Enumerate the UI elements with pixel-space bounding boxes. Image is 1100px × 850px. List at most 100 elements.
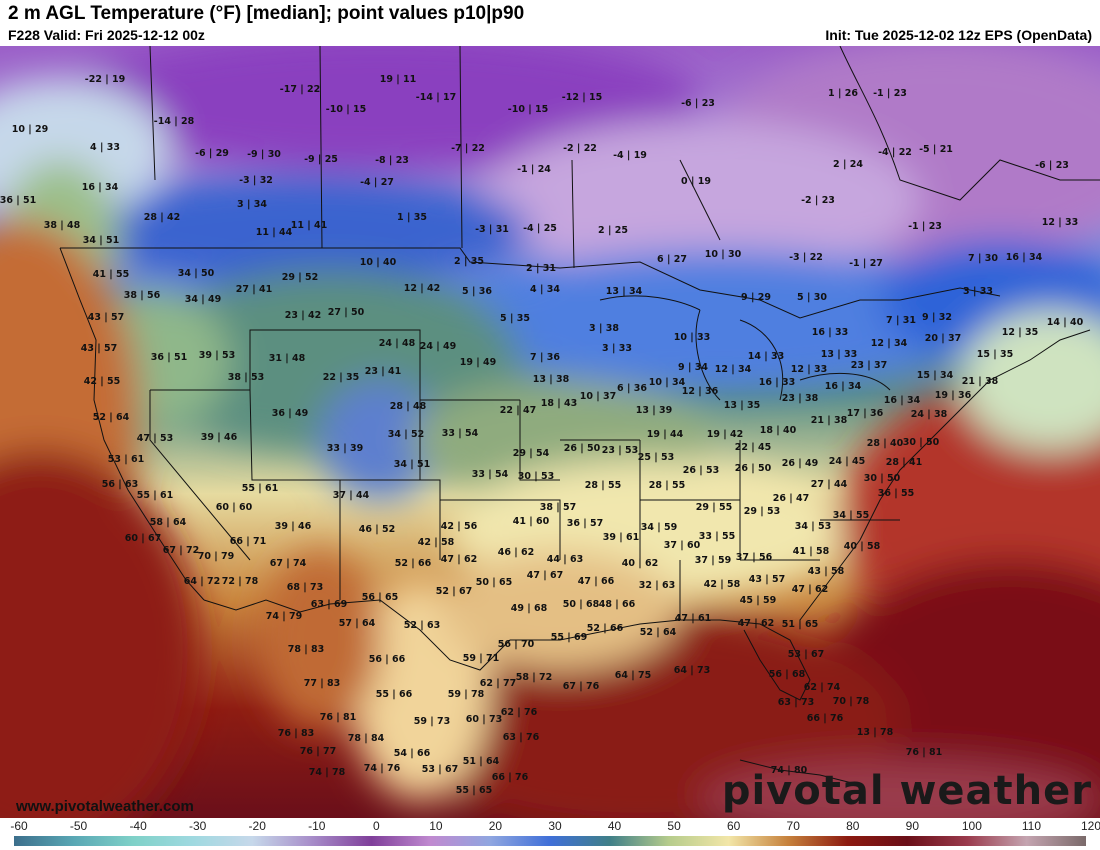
point-value: -3 | 32 [239,175,273,186]
point-value: 62 | 76 [501,707,538,718]
point-value: 34 | 53 [795,521,832,532]
point-value: 18 | 43 [541,398,578,409]
point-value: 3 | 34 [237,199,267,210]
point-value: 56 | 68 [769,669,806,680]
point-value: 23 | 38 [782,393,819,404]
point-value: 57 | 64 [339,618,376,629]
point-value: 39 | 53 [199,350,236,361]
point-value: 20 | 37 [925,333,962,344]
point-value: 10 | 29 [12,124,49,135]
point-value: 53 | 67 [422,764,459,775]
point-value: 16 | 34 [884,395,921,406]
init-time: Init: Tue 2025-12-02 12z EPS (OpenData) [825,27,1092,43]
point-value: 36 | 55 [878,488,915,499]
color-scale-tick: 80 [846,819,860,833]
point-value: 41 | 55 [93,269,130,280]
point-value: 46 | 62 [498,547,535,558]
point-value: 67 | 72 [163,545,200,556]
point-value: 36 | 49 [272,408,309,419]
point-value: 47 | 66 [578,576,615,587]
point-value: 52 | 66 [587,623,624,634]
temperature-shading [0,46,1100,818]
point-value: 58 | 64 [150,517,187,528]
point-value: 47 | 62 [441,554,478,565]
point-value: 37 | 56 [736,552,773,563]
point-value: 16 | 34 [82,182,119,193]
point-value: 41 | 58 [793,546,830,557]
point-value: 9 | 32 [922,312,952,323]
point-value: 12 | 36 [682,386,719,397]
us-mexico-gulf-line [203,599,811,701]
point-value: 7 | 31 [886,315,916,326]
point-value: -4 | 22 [878,147,912,158]
cuba-outline [739,759,861,786]
point-value: 43 | 57 [88,312,125,323]
point-value: -9 | 30 [247,149,281,160]
point-value: 52 | 67 [436,586,473,597]
point-value: 60 | 60 [216,502,253,513]
color-scale-tick: 10 [429,819,443,833]
point-value: 29 | 55 [696,502,733,513]
point-value: 38 | 48 [44,220,81,231]
point-value: 43 | 58 [808,566,845,577]
color-scale-tick: 60 [726,819,741,833]
point-value: 24 | 48 [379,338,416,349]
point-value: 28 | 41 [886,457,923,468]
point-value: 52 | 66 [395,558,432,569]
point-value: 38 | 57 [540,502,577,513]
point-value: 2 | 25 [598,225,628,236]
point-value: 27 | 41 [236,284,273,295]
point-value: 37 | 44 [333,490,370,501]
temperature-map[interactable]: -22 | 19 -17 | 22 19 | 11 -14 | 17 -12 | 15 -… [0,46,1100,818]
point-value: -6 | 29 [195,148,229,159]
point-value: 27 | 44 [811,479,848,490]
color-scale-tick: 110 [1021,819,1042,833]
point-value: 16 | 33 [759,377,796,388]
point-value: 13 | 78 [857,727,894,738]
point-value: 9 | 34 [678,362,708,373]
point-value: 29 | 53 [744,506,781,517]
point-value: 42 | 56 [441,521,478,532]
point-value: 22 | 45 [735,442,772,453]
point-value: 11 | 44 [256,227,293,238]
point-value: 23 | 53 [602,445,639,456]
color-scale-ticks: -60 -50 -40 -30 -20 -10 0 10 20 30 40 50 60 70 80 90 100… [0,818,1100,834]
point-value: 36 | 57 [567,518,604,529]
point-value: 10 | 30 [705,249,742,260]
pacific-coastline [59,247,205,601]
hudson-bay-outline [839,46,1100,201]
point-value: 41 | 60 [513,516,550,527]
point-value: -1 | 27 [849,258,883,269]
point-value: 23 | 41 [365,366,402,377]
color-scale-tick: 50 [667,819,681,833]
point-value: 53 | 61 [108,454,145,465]
point-value: 42 | 55 [84,376,121,387]
point-value: 63 | 76 [503,732,540,743]
point-value: 31 | 48 [269,353,306,364]
point-value: 64 | 72 [184,576,221,587]
point-value: 59 | 71 [463,653,500,664]
point-value: 50 | 68 [563,599,600,610]
point-value: 26 | 53 [683,465,720,476]
point-value: 46 | 52 [359,524,396,535]
point-value: 62 | 74 [804,682,841,693]
map-title: 2 m AGL Temperature (°F) [median]; point… [8,3,525,24]
point-value: 18 | 40 [760,425,797,436]
point-value: 52 | 63 [404,620,441,631]
point-value: 49 | 68 [511,603,548,614]
point-value: 38 | 56 [124,290,161,301]
point-value: 37 | 60 [664,540,701,551]
point-value: 19 | 36 [935,390,972,401]
point-values: -22 | 19 -17 | 22 19 | 11 -14 | 17 -12 | 15 -… [0,74,1084,796]
canadian-province-lines [149,46,721,269]
point-value: 47 | 62 [738,618,775,629]
point-value: 4 | 33 [90,142,120,153]
point-value: 19 | 11 [380,74,417,85]
point-value: 26 | 50 [735,463,772,474]
point-value: 12 | 33 [791,364,828,375]
point-value: 56 | 66 [369,654,406,665]
header-bar: 2 m AGL Temperature (°F) [median]; point… [0,0,1100,46]
point-value: 10 | 33 [674,332,711,343]
point-value: 56 | 65 [362,592,399,603]
point-value: 70 | 79 [198,551,235,562]
